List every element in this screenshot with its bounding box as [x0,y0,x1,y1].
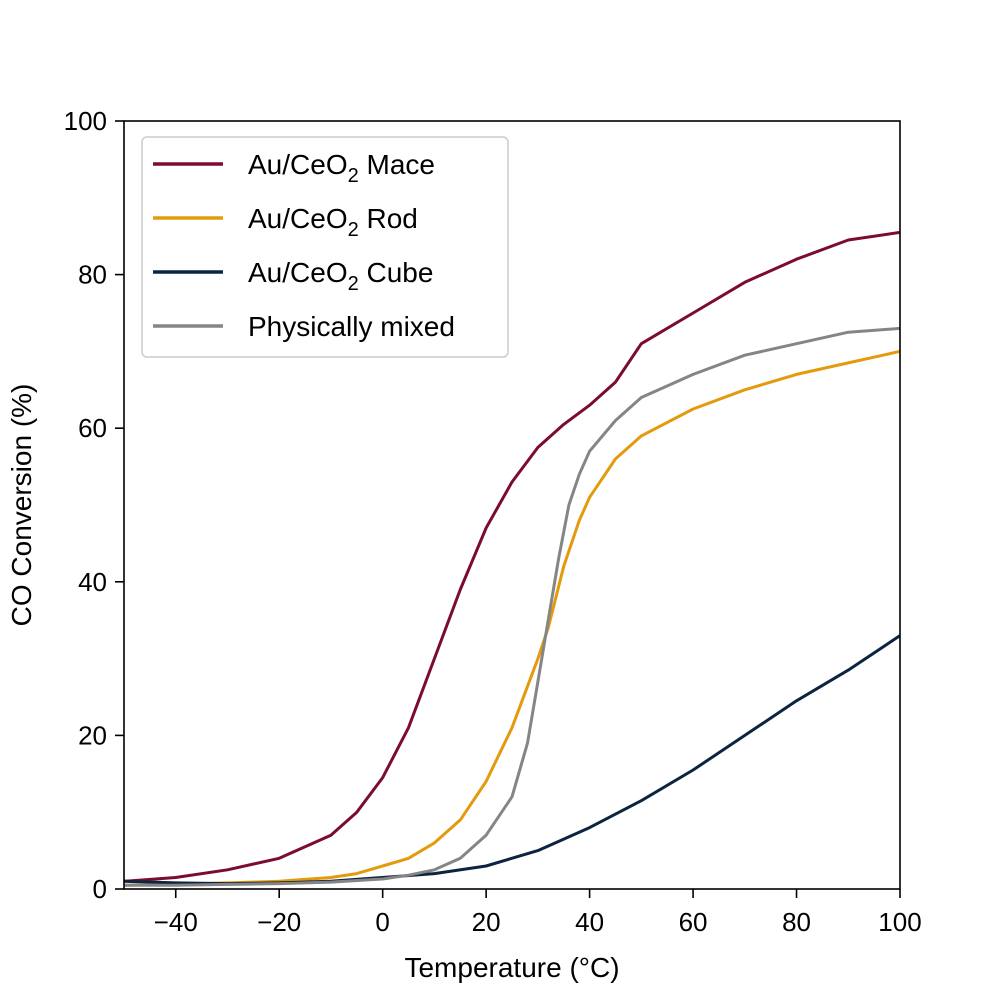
y-axis-title: CO Conversion (%) [6,384,37,627]
x-tick-label: 100 [878,907,921,937]
plot-area-frame [123,120,901,890]
series-line-4 [124,326,900,887]
legend: Au/CeO2 Mace Au/CeO2 Rod Au/CeO2 Cube Physi… [141,136,509,358]
y-tick-label: 40 [78,567,107,597]
x-tick-label: −40 [154,907,198,937]
y-tick-label: 0 [93,874,107,904]
legend-label: Physically mixed [248,311,455,342]
legend-label: Au/CeO2 Mace [248,149,435,187]
y-tick-label: 20 [78,720,107,750]
x-tick-label: 20 [472,907,501,937]
series-lines [124,230,900,887]
x-tick-label: −20 [257,907,301,937]
legend-label: Au/CeO2 Cube [248,257,433,295]
axis-ticks: −40 −20 0 20 40 60 80 100 0 20 40 60 80 100 [64,106,922,937]
series-line-2 [124,349,900,887]
legend-box [141,136,509,358]
x-tick-label: 40 [575,907,604,937]
y-tick-label: 80 [78,260,107,290]
x-tick-label: 60 [679,907,708,937]
series-line-1 [124,230,900,883]
y-tick-label: 60 [78,413,107,443]
x-axis-title: Temperature (°C) [404,952,619,983]
legend-label: Au/CeO2 Rod [248,203,418,241]
series-line-3 [124,634,900,886]
y-tick-label: 100 [64,106,107,136]
x-tick-label: 80 [782,907,811,937]
x-tick-label: 0 [375,907,389,937]
